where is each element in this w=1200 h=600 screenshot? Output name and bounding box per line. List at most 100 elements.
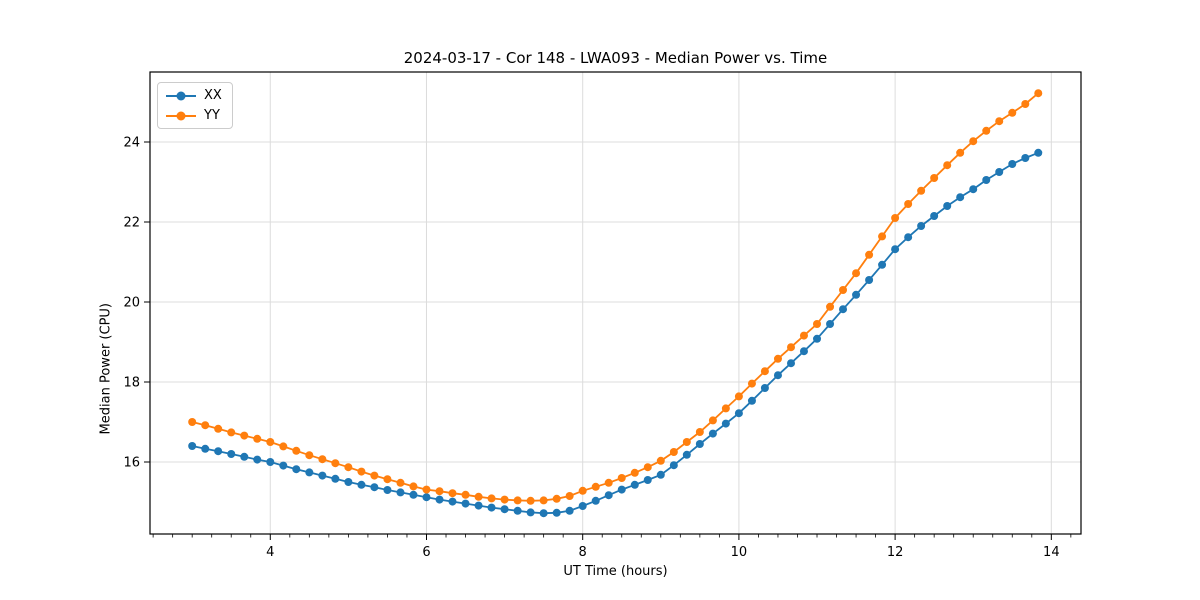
data-point-YY	[969, 137, 978, 146]
data-point-YY	[1021, 100, 1030, 108]
data-point-XX	[1021, 154, 1030, 162]
data-point-XX	[201, 444, 210, 453]
data-point-XX	[435, 495, 444, 504]
data-point-YY	[461, 490, 470, 499]
data-point-XX	[930, 212, 939, 220]
data-point-YY	[1008, 108, 1017, 117]
data-point-XX	[513, 506, 522, 515]
series-line-YY	[191, 92, 1039, 502]
y-tick-label: 22	[123, 216, 140, 231]
data-point-YY	[188, 418, 197, 426]
data-point-XX	[982, 176, 991, 184]
data-point-XX	[344, 478, 353, 486]
legend-item-yy: YY	[166, 108, 222, 123]
y-tick-label: 16	[123, 456, 140, 471]
data-point-XX	[266, 458, 275, 466]
data-point-YY	[435, 487, 444, 496]
data-point-XX	[917, 222, 926, 230]
data-point-YY	[773, 354, 782, 363]
data-point-XX	[682, 450, 691, 459]
data-point-XX	[396, 488, 405, 497]
data-point-XX	[591, 496, 600, 505]
data-point-XX	[305, 468, 314, 477]
data-point-XX	[695, 440, 704, 448]
legend-marker-yy-icon	[166, 111, 196, 120]
data-point-XX	[721, 419, 730, 428]
x-tick-label: 4	[266, 545, 274, 560]
data-point-YY	[617, 474, 626, 482]
data-point-XX	[969, 185, 978, 194]
data-point-XX	[852, 290, 861, 299]
data-point-YY	[487, 494, 496, 503]
data-point-XX	[383, 486, 392, 494]
data-point-XX	[799, 347, 808, 356]
legend-label-xx: XX	[204, 88, 222, 103]
data-point-XX	[669, 461, 678, 470]
data-point-XX	[813, 334, 822, 343]
data-point-YY	[865, 250, 874, 259]
data-point-YY	[227, 428, 236, 437]
data-point-XX	[565, 506, 574, 515]
y-tick-label: 24	[123, 136, 140, 151]
data-point-XX	[214, 447, 223, 456]
data-point-YY	[878, 232, 887, 241]
legend-label-yy: YY	[204, 108, 220, 123]
data-point-XX	[279, 461, 288, 470]
data-point-YY	[721, 404, 730, 413]
data-point-XX	[747, 396, 756, 405]
data-point-XX	[474, 501, 483, 510]
data-point-YY	[396, 478, 405, 487]
data-point-YY	[214, 424, 223, 433]
x-tick-label: 8	[579, 545, 587, 560]
data-point-YY	[734, 392, 743, 401]
data-point-XX	[461, 499, 470, 508]
data-point-XX	[578, 502, 587, 510]
data-point-YY	[799, 331, 808, 340]
data-point-XX	[956, 193, 965, 202]
data-point-YY	[591, 482, 600, 491]
data-point-XX	[943, 202, 952, 210]
chart-title: 2024-03-17 - Cor 148 - LWA093 - Median P…	[403, 49, 828, 67]
data-point-YY	[656, 456, 665, 465]
data-point-YY	[669, 448, 678, 456]
data-point-YY	[826, 302, 835, 311]
x-tick-label: 6	[422, 545, 430, 560]
legend: XX YY	[157, 82, 233, 129]
data-point-XX	[760, 384, 769, 392]
x-tick-label: 12	[887, 545, 904, 560]
legend-item-xx: XX	[166, 88, 222, 103]
data-point-XX	[891, 245, 900, 254]
data-point-XX	[318, 471, 327, 480]
data-point-XX	[422, 493, 431, 502]
data-point-YY	[500, 495, 509, 504]
data-point-YY	[409, 482, 418, 491]
data-point-XX	[1008, 160, 1017, 168]
data-point-YY	[904, 200, 913, 208]
data-point-YY	[526, 496, 535, 505]
data-point-XX	[487, 503, 496, 512]
axes-frame	[149, 71, 1082, 535]
data-point-XX	[656, 470, 665, 479]
data-point-XX	[409, 490, 418, 499]
data-point-YY	[318, 455, 327, 464]
data-point-YY	[513, 496, 522, 505]
data-point-YY	[357, 467, 366, 476]
data-point-XX	[878, 260, 887, 269]
data-point-XX	[552, 508, 561, 517]
data-point-XX	[331, 474, 340, 483]
data-point-XX	[773, 371, 782, 380]
data-point-YY	[474, 492, 483, 501]
data-point-XX	[643, 476, 652, 484]
data-point-YY	[201, 421, 210, 430]
data-point-XX	[370, 483, 379, 492]
data-point-YY	[240, 431, 249, 440]
data-point-YY	[279, 442, 288, 451]
data-point-YY	[448, 489, 457, 498]
data-point-YY	[604, 478, 613, 487]
x-tick-label: 10	[731, 545, 748, 560]
data-point-XX	[904, 233, 913, 242]
data-point-YY	[852, 269, 861, 278]
data-point-YY	[956, 148, 965, 157]
data-point-XX	[617, 485, 626, 494]
